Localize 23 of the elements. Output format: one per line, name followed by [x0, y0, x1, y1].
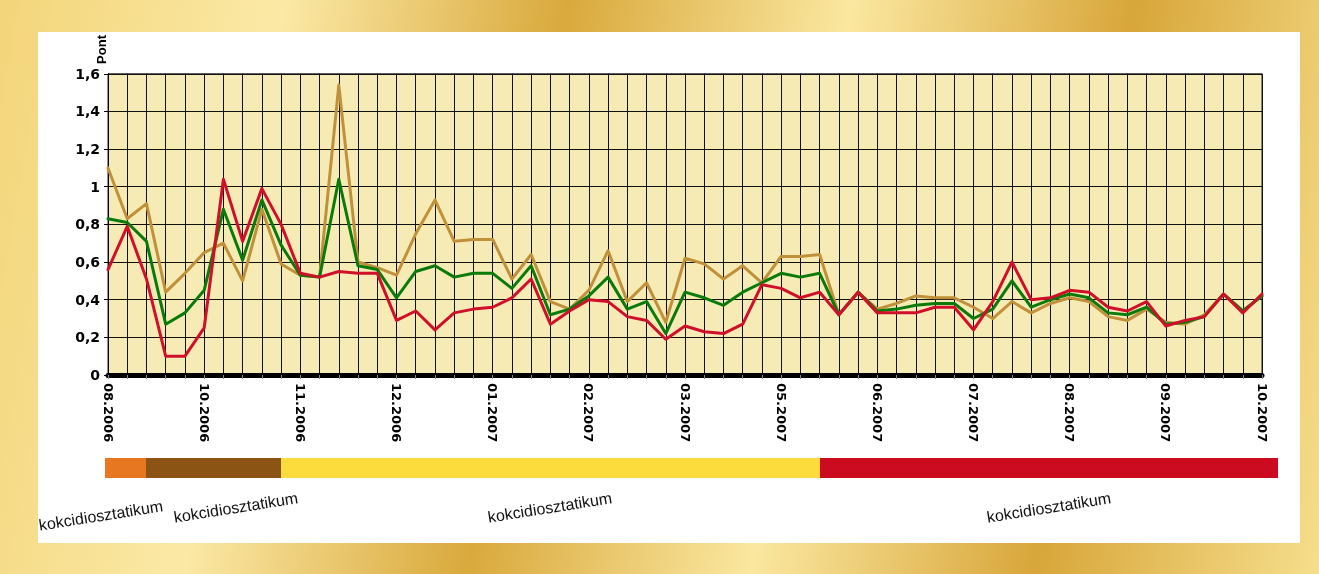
x-tick-label: 11.2006: [292, 383, 308, 443]
x-tick-label: 10.2006: [196, 383, 212, 443]
y-tick-label: 1: [90, 178, 100, 195]
x-tick-label: 05.2007: [773, 383, 789, 443]
x-tick-label: 01.2007: [485, 383, 501, 443]
x-tick-label: 07.2007: [966, 383, 981, 443]
x-tick-label: 06.2007: [869, 383, 885, 443]
y-tick-label: 0,8: [75, 216, 100, 233]
x-tick-label: 03.2007: [677, 383, 693, 443]
y-tick-label: 0,6: [75, 254, 100, 271]
y-tick-label: 1,2: [75, 141, 100, 158]
y-tick-label: 1,4: [75, 103, 101, 120]
y-tick-label: 1,6: [75, 65, 100, 82]
y-axis-title: Pont: [94, 34, 109, 64]
x-tick-label: 10.2007: [1254, 383, 1270, 443]
x-tick-label: 02.2007: [581, 383, 597, 443]
x-tick-label: 08.2006: [100, 383, 116, 443]
x-tick-label: 08.2007: [1062, 383, 1078, 443]
y-tick-label: 0,2: [75, 329, 100, 346]
y-tick-label: 0: [90, 367, 101, 383]
y-tick-label: 0,4: [75, 291, 101, 308]
x-tick-label: 12.2006: [389, 383, 404, 443]
x-tick-label: 09.2007: [1158, 383, 1174, 443]
